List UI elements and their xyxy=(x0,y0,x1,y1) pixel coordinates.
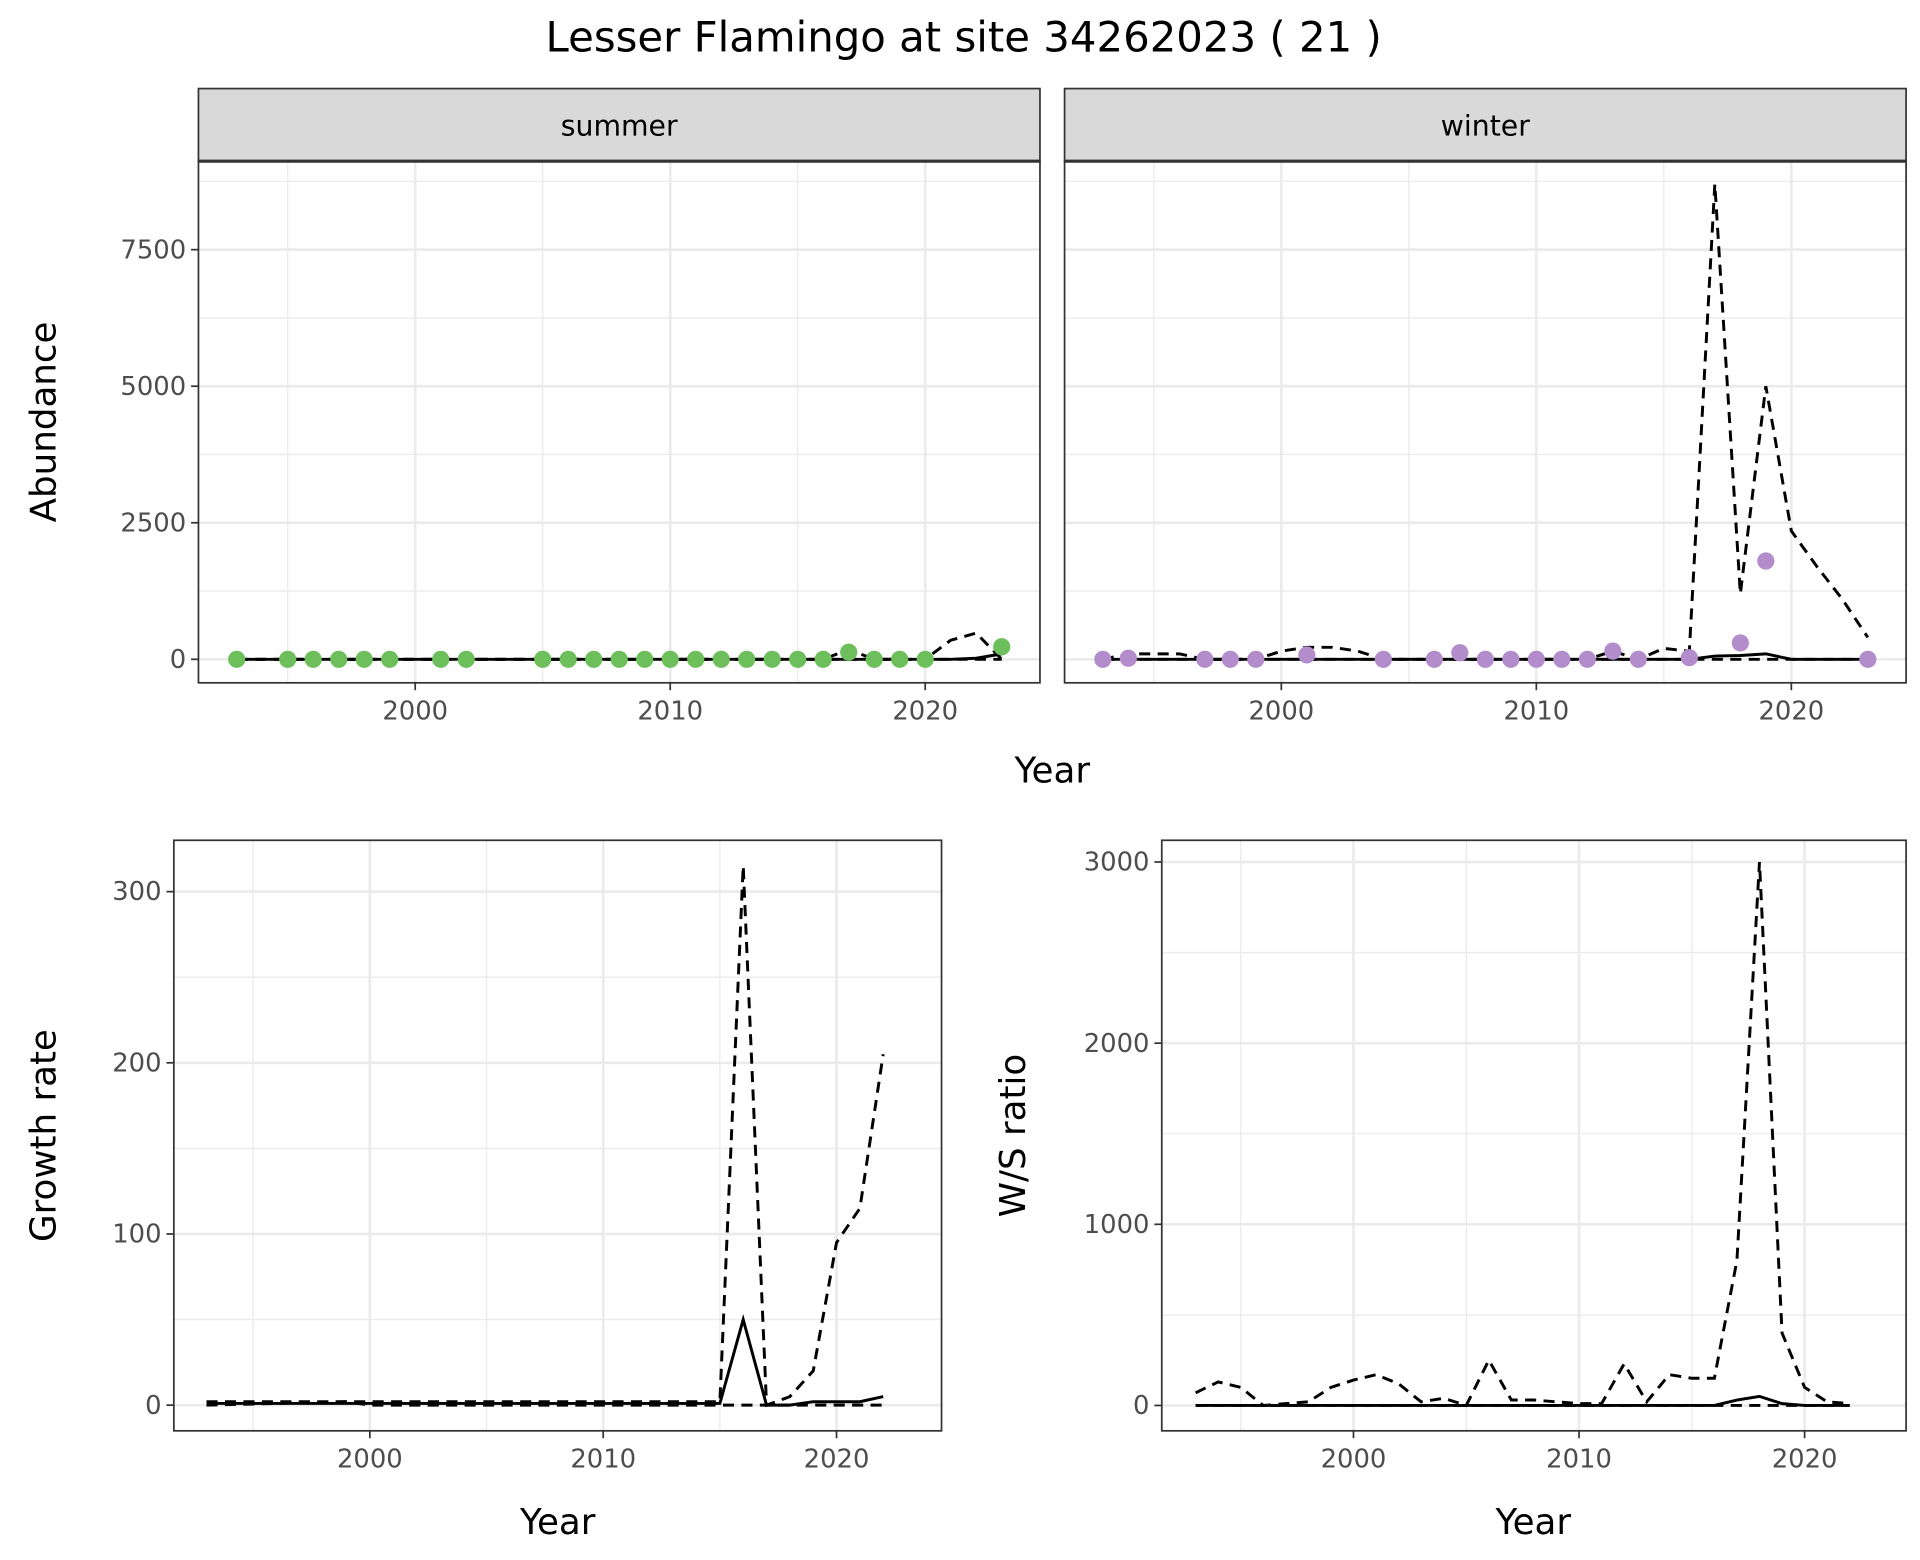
panel-3: 2000 2010 2020 0 1000 2000 3000 xyxy=(1084,839,1907,1475)
y-tick-label: 100 xyxy=(112,1220,161,1250)
data-point xyxy=(585,650,603,668)
data-point xyxy=(330,650,348,668)
y-tick-label: 300 xyxy=(112,877,161,907)
data-point xyxy=(1859,650,1877,668)
series-line-solid-0 xyxy=(206,1313,884,1407)
data-point xyxy=(1604,642,1622,660)
panel-border xyxy=(172,839,943,1432)
x-tick-label: 2010 xyxy=(570,1445,636,1475)
panel-border xyxy=(1063,160,1907,684)
x-tick-label: 2000 xyxy=(1321,1445,1387,1475)
x-tick-label: 2020 xyxy=(892,697,958,727)
chart-title: Lesser Flamingo at site 34262023 ( 21 ) xyxy=(546,13,1382,62)
facet-strip xyxy=(197,87,1041,163)
panel-2: 2000 2010 2020 0 100 200 300 xyxy=(112,839,943,1475)
data-point xyxy=(1527,650,1545,668)
data-point xyxy=(789,650,807,668)
data-point xyxy=(661,650,679,668)
data-point xyxy=(1629,650,1647,668)
x-tick-label: 2020 xyxy=(804,1445,870,1475)
series-line-dashed-2 xyxy=(206,1400,884,1407)
data-point xyxy=(763,650,781,668)
data-point xyxy=(1119,649,1137,667)
y-tick-label: 2500 xyxy=(120,508,186,538)
data-point xyxy=(457,650,475,668)
y-tick-label: 3000 xyxy=(1084,848,1150,878)
y-axis-title-growth: Growth rate xyxy=(24,1029,65,1242)
data-point xyxy=(1502,650,1520,668)
y-tick-label: 2000 xyxy=(1084,1029,1150,1059)
data-point xyxy=(865,650,883,668)
series-line-dashed-1 xyxy=(1194,861,1850,1408)
data-point xyxy=(1578,650,1596,668)
x-tick-label: 2010 xyxy=(1546,1445,1612,1475)
data-point xyxy=(534,650,552,668)
data-point xyxy=(891,650,909,668)
strip-label-summer: summer xyxy=(561,109,678,142)
x-tick-label: 2010 xyxy=(1503,697,1569,727)
x-tick-label: 2010 xyxy=(637,697,703,727)
x-axis-title-growth: Year xyxy=(519,1502,596,1543)
data-point xyxy=(1680,649,1698,667)
data-point xyxy=(228,650,246,668)
y-tick-label: 7500 xyxy=(120,235,186,265)
data-point xyxy=(1094,650,1112,668)
x-tick-label: 2000 xyxy=(1248,697,1314,727)
data-point xyxy=(1476,650,1494,668)
y-axis-title-ws: W/S ratio xyxy=(993,1054,1034,1217)
data-point xyxy=(712,650,730,668)
x-tick-label: 2020 xyxy=(1758,697,1824,727)
data-point xyxy=(1553,650,1571,668)
data-point xyxy=(1731,634,1749,652)
y-tick-label: 200 xyxy=(112,1048,161,1078)
data-point xyxy=(1451,644,1469,662)
series-line-dashed-1 xyxy=(1102,184,1870,661)
data-point xyxy=(993,638,1011,656)
y-tick-label: 0 xyxy=(145,1391,161,1421)
x-axis-title-top: Year xyxy=(1014,750,1091,791)
y-tick-label: 5000 xyxy=(120,372,186,402)
data-point xyxy=(738,650,756,668)
data-point xyxy=(304,650,322,668)
panel-0: 2000 2010 2020 0 2500 5000 7500 xyxy=(120,87,1041,727)
x-tick-label: 2000 xyxy=(382,697,448,727)
data-point xyxy=(687,650,705,668)
data-point xyxy=(1425,650,1443,668)
data-point xyxy=(279,650,297,668)
strip-label-winter: winter xyxy=(1441,109,1530,142)
y-axis-title-abundance: Abundance xyxy=(24,322,65,523)
data-point xyxy=(814,650,832,668)
data-point xyxy=(610,650,628,668)
series-line-solid-0 xyxy=(1195,1394,1850,1407)
data-point xyxy=(1374,650,1392,668)
x-tick-label: 2000 xyxy=(337,1445,403,1475)
data-point xyxy=(1757,552,1775,570)
data-point xyxy=(1196,650,1214,668)
series-line-dashed-1 xyxy=(206,865,885,1408)
x-tick-label: 2020 xyxy=(1772,1445,1838,1475)
x-axis-title-ws: Year xyxy=(1495,1502,1572,1543)
data-point xyxy=(355,650,373,668)
data-point xyxy=(916,650,934,668)
data-point xyxy=(1221,650,1239,668)
panel-border xyxy=(197,160,1041,684)
facet-strip xyxy=(1063,87,1907,163)
data-point xyxy=(1298,646,1316,664)
data-point xyxy=(636,650,654,668)
y-tick-label: 0 xyxy=(170,645,186,675)
panel-border xyxy=(1160,839,1907,1432)
data-point xyxy=(840,643,858,661)
data-point xyxy=(1247,650,1265,668)
data-point xyxy=(559,650,577,668)
data-point xyxy=(381,650,399,668)
data-point xyxy=(432,650,450,668)
y-tick-label: 0 xyxy=(1133,1391,1149,1421)
y-tick-label: 1000 xyxy=(1084,1210,1150,1240)
panel-1: 2000 2010 2020 xyxy=(1063,87,1907,727)
